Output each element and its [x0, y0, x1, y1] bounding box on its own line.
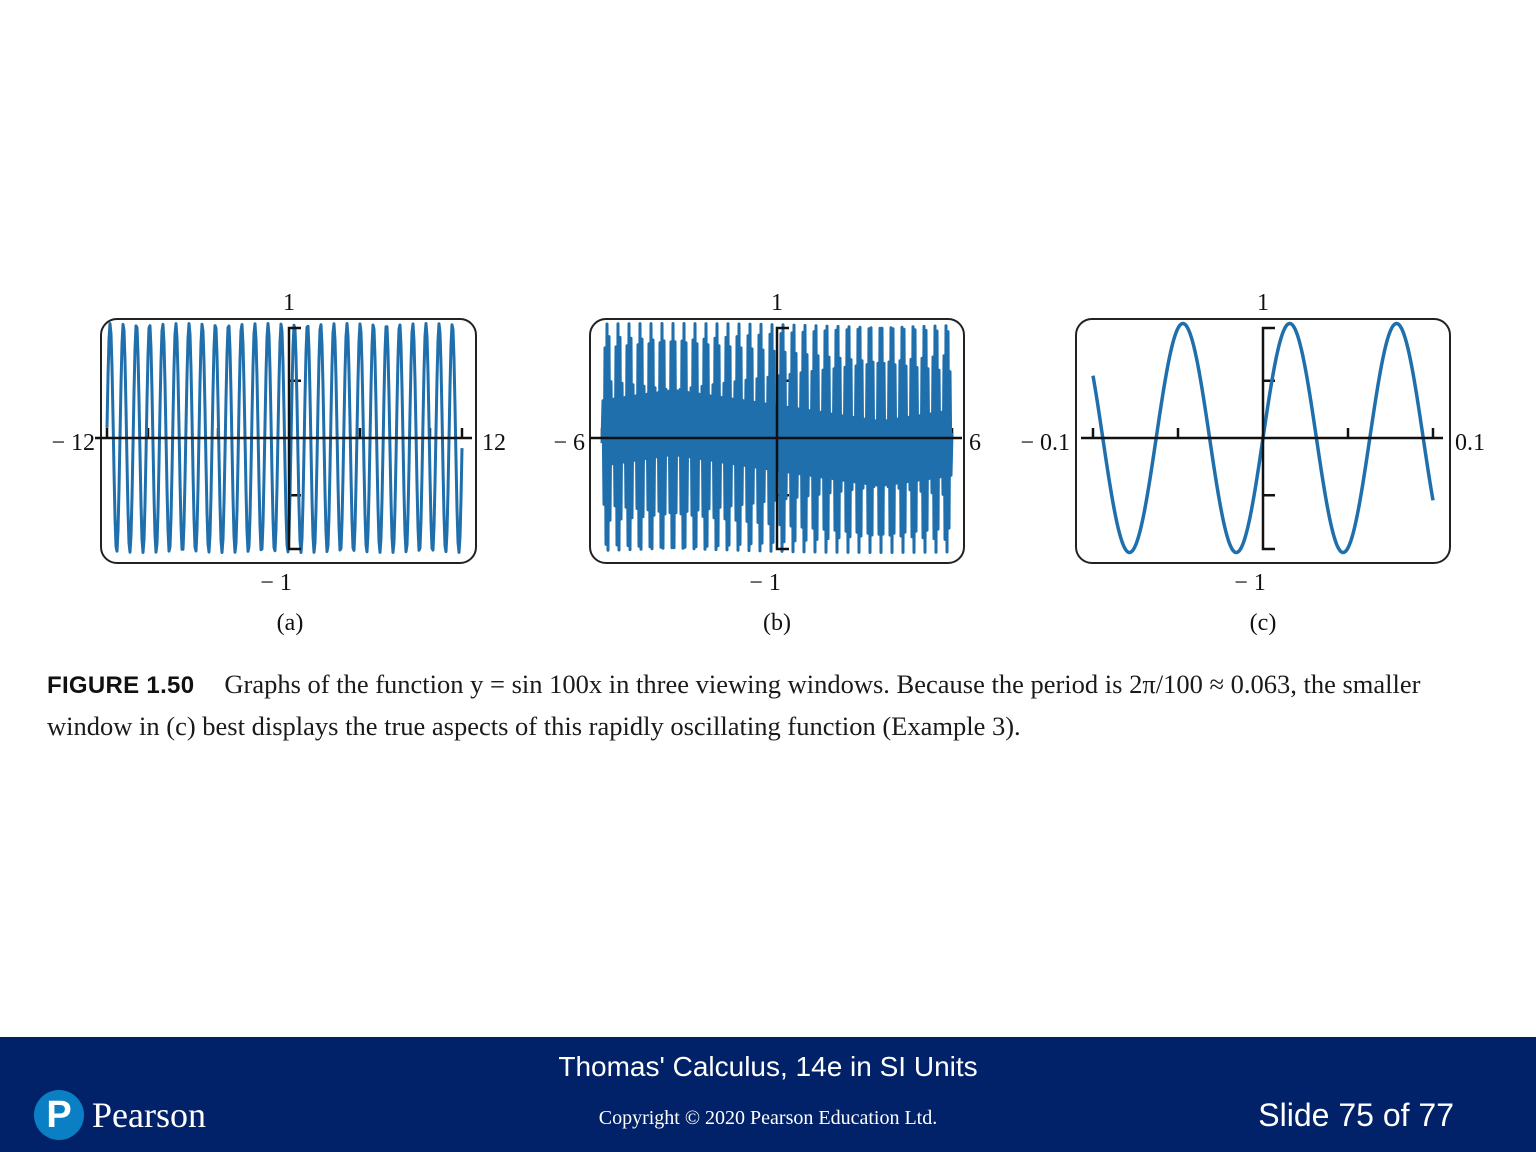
figure-caption: FIGURE 1.50 Graphs of the function y = si…: [47, 664, 1497, 746]
panel-a-y-axis-bracket: [287, 326, 301, 551]
panel-c-window-frame: [1075, 318, 1451, 564]
panel-a-y-max-label: 1: [283, 290, 295, 316]
panel-a-y-min-label: − 1: [260, 570, 292, 596]
panel-c-tick-marks: [1091, 379, 1435, 497]
panel-c-y-min-label: − 1: [1234, 570, 1266, 596]
panel-c-y-max-label: 1: [1257, 290, 1269, 316]
slide-footer: P Pearson Thomas' Calculus, 14e in SI Un…: [0, 1037, 1536, 1152]
panel-c: 1 − 1 − 0.1 0.1 (c): [1020, 290, 1485, 636]
pearson-p-icon: P: [34, 1090, 84, 1140]
copyright-notice: Copyright © 2020 Pearson Education Ltd.: [598, 1107, 938, 1129]
book-title: Thomas' Calculus, 14e in SI Units: [558, 1051, 978, 1082]
panel-b-x-min-label: − 6: [553, 430, 585, 456]
panel-b-y-axis-bracket: [775, 326, 789, 551]
panel-a-label: (a): [277, 610, 304, 636]
panel-c-label: (c): [1250, 610, 1277, 636]
slide-counter: Slide 75 of 77: [1258, 1097, 1454, 1133]
panel-a: 1 − 1 − 12 12 (a): [51, 290, 506, 636]
panel-c-x-min-label: − 0.1: [1020, 430, 1070, 456]
panel-c-y-axis-bracket: [1261, 326, 1275, 551]
panel-a-window-frame: [100, 318, 477, 564]
figure-1-50: 1 − 1 − 12 12 (a) 1 − 1 − 6 6 (b) 1 − 1 …: [51, 290, 1485, 636]
figure-number-label: FIGURE 1.50: [47, 672, 195, 699]
panel-b-y-max-label: 1: [771, 290, 783, 316]
panel-a-x-max-label: 12: [482, 430, 506, 456]
panel-b-y-min-label: − 1: [749, 570, 781, 596]
pearson-wordmark: Pearson: [92, 1095, 206, 1135]
panel-b-x-max-label: 6: [969, 430, 981, 456]
panel-a-x-min-label: − 12: [51, 430, 95, 456]
panel-b-window-frame: [589, 318, 965, 564]
panel-b-label: (b): [763, 610, 791, 636]
figure-caption-text: Graphs of the function y = sin 100x in t…: [47, 669, 1421, 741]
panel-b: 1 − 1 − 6 6 (b): [553, 290, 981, 636]
panel-c-x-max-label: 0.1: [1455, 430, 1485, 456]
